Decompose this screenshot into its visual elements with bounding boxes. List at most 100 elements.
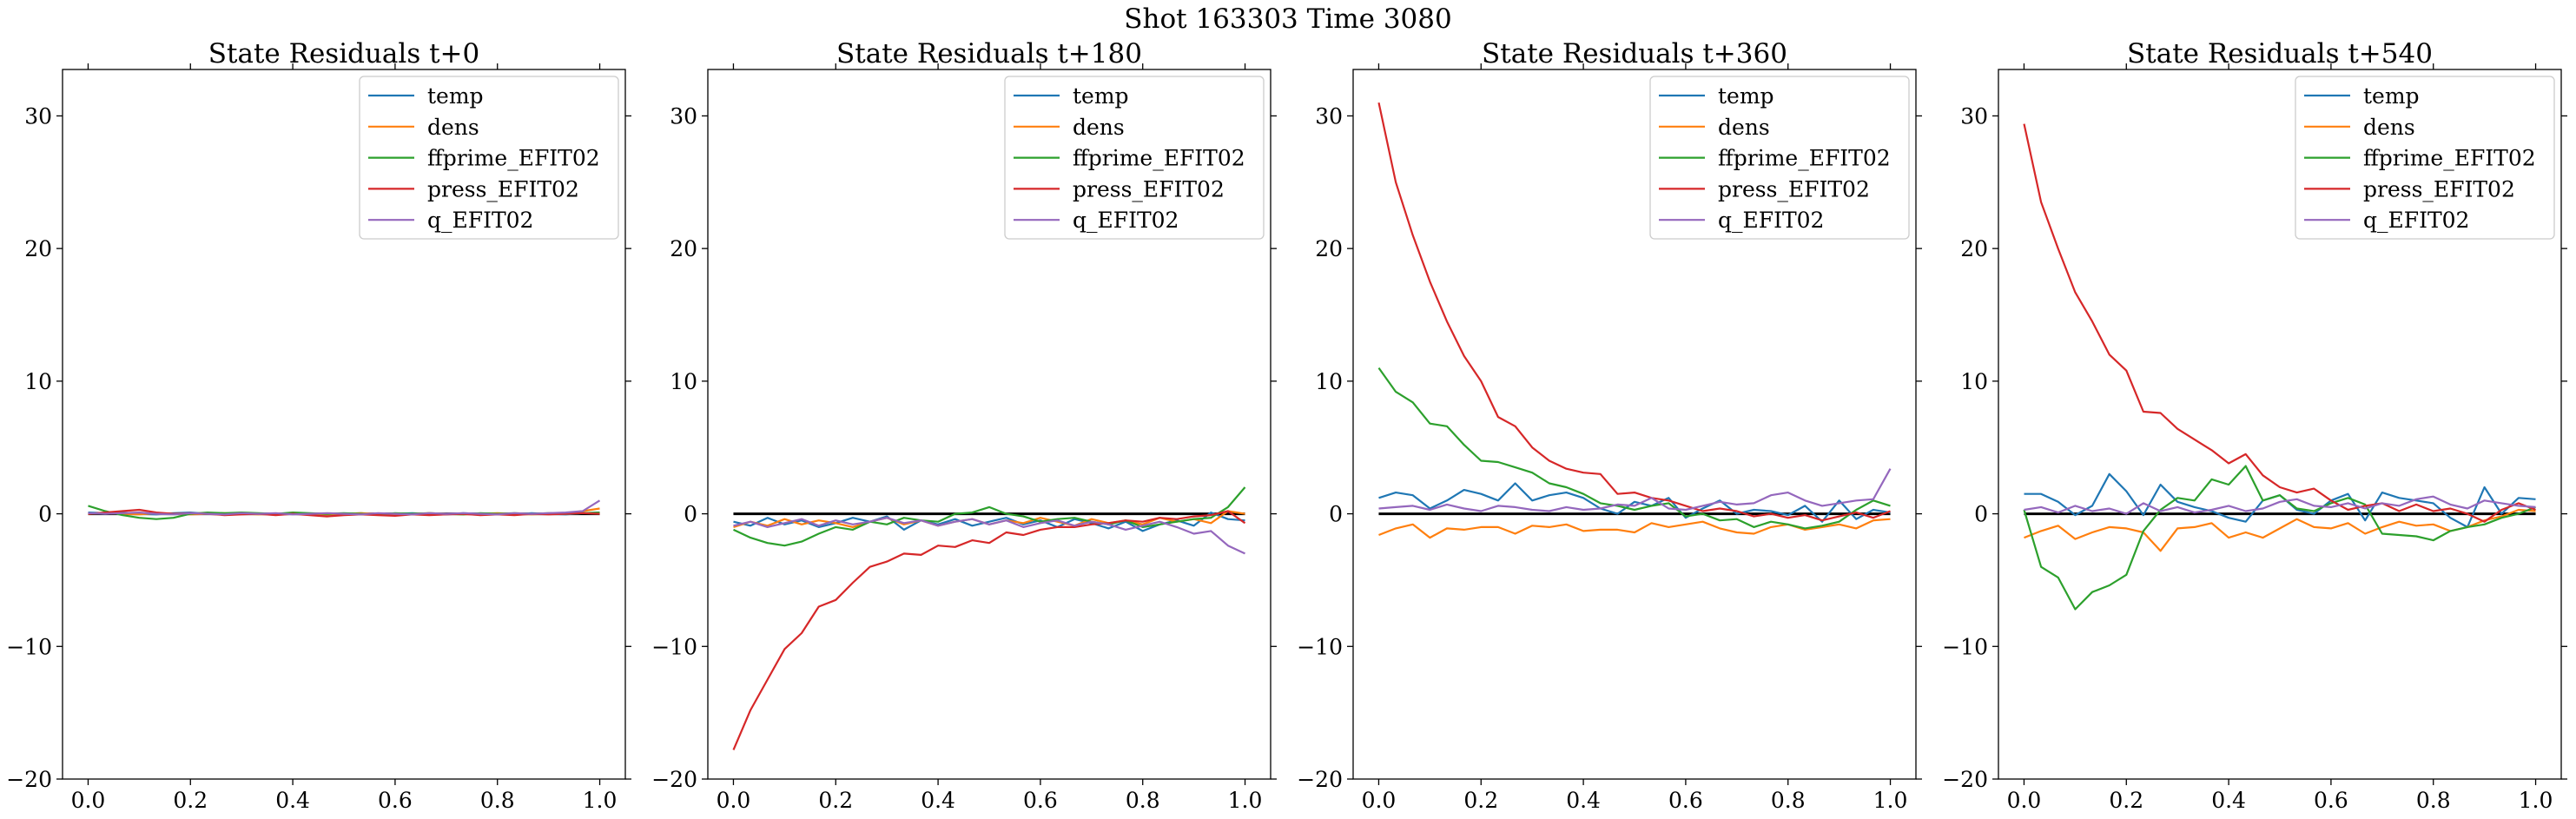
legend-label: press_EFIT02 (427, 176, 579, 201)
legend-label: temp (1073, 83, 1129, 109)
legend-label: ffprime_EFIT02 (2363, 146, 2536, 171)
legend-label: q_EFIT02 (2363, 208, 2469, 233)
x-tick-label: 0.8 (1126, 788, 1160, 813)
series-line-press-efit02 (732, 510, 1246, 750)
y-tick-label: 0 (1974, 502, 1988, 527)
y-tick-label: 0 (684, 502, 697, 527)
x-tick-label: 0.6 (2314, 788, 2348, 813)
legend-label: press_EFIT02 (1718, 176, 1870, 201)
y-tick-label: 0 (38, 502, 52, 527)
subplot-1: State Residuals t+0 0.0 0.2 0.4 0.6 0.8 1.0 −20… (6, 38, 631, 813)
y-tick-label: 10 (670, 369, 697, 394)
series-line-temp (2024, 472, 2536, 529)
subplot-title: State Residuals t+0 (208, 38, 479, 69)
x-tick-label: 0.0 (717, 788, 751, 813)
x-tick-label: 0.0 (71, 788, 106, 813)
legend-label: dens (427, 115, 479, 140)
series-line-dens (2024, 508, 2536, 552)
legend-label: dens (2363, 115, 2415, 140)
legend-label: press_EFIT02 (2363, 176, 2515, 201)
legend-label: press_EFIT02 (1073, 176, 1225, 201)
y-tick-label: −20 (1942, 767, 1988, 792)
series-line-q-efit02 (2024, 495, 2536, 515)
series-line-temp (1378, 482, 1891, 523)
legend-box (2295, 76, 2555, 240)
x-tick-label: 0.2 (1463, 788, 1498, 813)
legend-label: ffprime_EFIT02 (1073, 146, 1245, 171)
legend-label: dens (1073, 115, 1125, 140)
legend-box (1004, 76, 1265, 240)
x-tick-label: 0.8 (2416, 788, 2451, 813)
x-tick-label: 0.6 (1023, 788, 1058, 813)
subplot-title: State Residuals t+360 (1482, 38, 1787, 69)
y-tick-label: −10 (1297, 634, 1343, 659)
legend: temp dens ffprime_EFIT02 press_EFIT02 q_EFIT… (1004, 76, 1265, 240)
legend-label: dens (1718, 115, 1770, 140)
axes-frame (1352, 69, 1917, 780)
y-tick-label: −20 (651, 767, 697, 792)
y-tick-label: 20 (24, 236, 52, 261)
subplot-4: State Residuals t+540 0.0 0.2 0.4 0.6 0.8 1.0 −… (1942, 38, 2567, 813)
legend: temp dens ffprime_EFIT02 press_EFIT02 q_EFIT… (1649, 76, 1910, 240)
x-tick-label: 0.2 (818, 788, 853, 813)
y-tick-label: 10 (24, 369, 52, 394)
x-tick-label: 0.8 (1771, 788, 1806, 813)
y-tick-label: 20 (1960, 236, 1988, 261)
x-tick-label: 0.4 (1566, 788, 1601, 813)
legend-label: ffprime_EFIT02 (427, 146, 600, 171)
y-tick-label: 10 (1315, 369, 1343, 394)
subplot-3: State Residuals t+360 0.0 0.2 0.4 0.6 0.8 1.0 −… (1297, 38, 1922, 813)
subplot-title: State Residuals t+180 (836, 38, 1142, 69)
x-tick-label: 0.4 (2211, 788, 2246, 813)
y-tick-label: −10 (6, 634, 52, 659)
legend: temp dens ffprime_EFIT02 press_EFIT02 q_EFIT… (359, 76, 619, 240)
legend-label: q_EFIT02 (1718, 208, 1824, 233)
y-tick-label: −20 (1297, 767, 1343, 792)
axes-frame (1998, 69, 2562, 780)
y-tick-label: 20 (1315, 236, 1343, 261)
legend-box (1649, 76, 1910, 240)
y-tick-label: −10 (651, 634, 697, 659)
legend-label: q_EFIT02 (1073, 208, 1179, 233)
series-line-dens (1378, 518, 1891, 539)
x-tick-label: 0.2 (173, 788, 208, 813)
y-tick-label: 30 (24, 103, 52, 129)
series-line-press-efit02 (2023, 123, 2536, 523)
series-line-ffprime-efit02 (2023, 465, 2536, 611)
y-tick-label: 10 (1960, 369, 1988, 394)
y-tick-label: 30 (670, 103, 697, 129)
y-tick-label: 20 (670, 236, 697, 261)
y-tick-label: −10 (1942, 634, 1988, 659)
series-line-q-efit02 (1378, 468, 1892, 512)
legend: temp dens ffprime_EFIT02 press_EFIT02 q_EFIT… (2295, 76, 2555, 240)
x-tick-label: 1.0 (583, 788, 618, 813)
y-tick-label: 0 (1329, 502, 1343, 527)
figure-suptitle: Shot 163303 Time 3080 (1124, 3, 1451, 35)
x-tick-label: 0.0 (2007, 788, 2042, 813)
legend-label: temp (2363, 83, 2420, 109)
x-tick-label: 1.0 (2519, 788, 2553, 813)
axes-frame (62, 69, 626, 780)
series-line-q-efit02 (88, 499, 601, 516)
subplot-title: State Residuals t+540 (2127, 38, 2433, 69)
x-tick-label: 0.2 (2109, 788, 2143, 813)
x-tick-label: 0.4 (275, 788, 310, 813)
series-line-ffprime-efit02 (1377, 367, 1891, 530)
legend-label: q_EFIT02 (427, 208, 533, 233)
legend-box (359, 76, 619, 240)
axes-frame (707, 69, 1271, 780)
series-line-press-efit02 (1377, 102, 1891, 522)
x-tick-label: 0.8 (480, 788, 515, 813)
subplot-2: State Residuals t+180 0.0 0.2 0.4 0.6 0.8 1.0 −… (651, 38, 1277, 813)
series-line-ffprime-efit02 (733, 486, 1246, 547)
x-tick-label: 1.0 (1228, 788, 1263, 813)
legend-label: temp (1718, 83, 1774, 109)
y-tick-label: 30 (1960, 103, 1988, 129)
legend-label: temp (427, 83, 484, 109)
x-tick-label: 0.4 (921, 788, 955, 813)
series-line-q-efit02 (733, 517, 1245, 555)
x-tick-label: 1.0 (1873, 788, 1908, 813)
x-tick-label: 0.6 (1668, 788, 1703, 813)
x-tick-label: 0.6 (378, 788, 413, 813)
